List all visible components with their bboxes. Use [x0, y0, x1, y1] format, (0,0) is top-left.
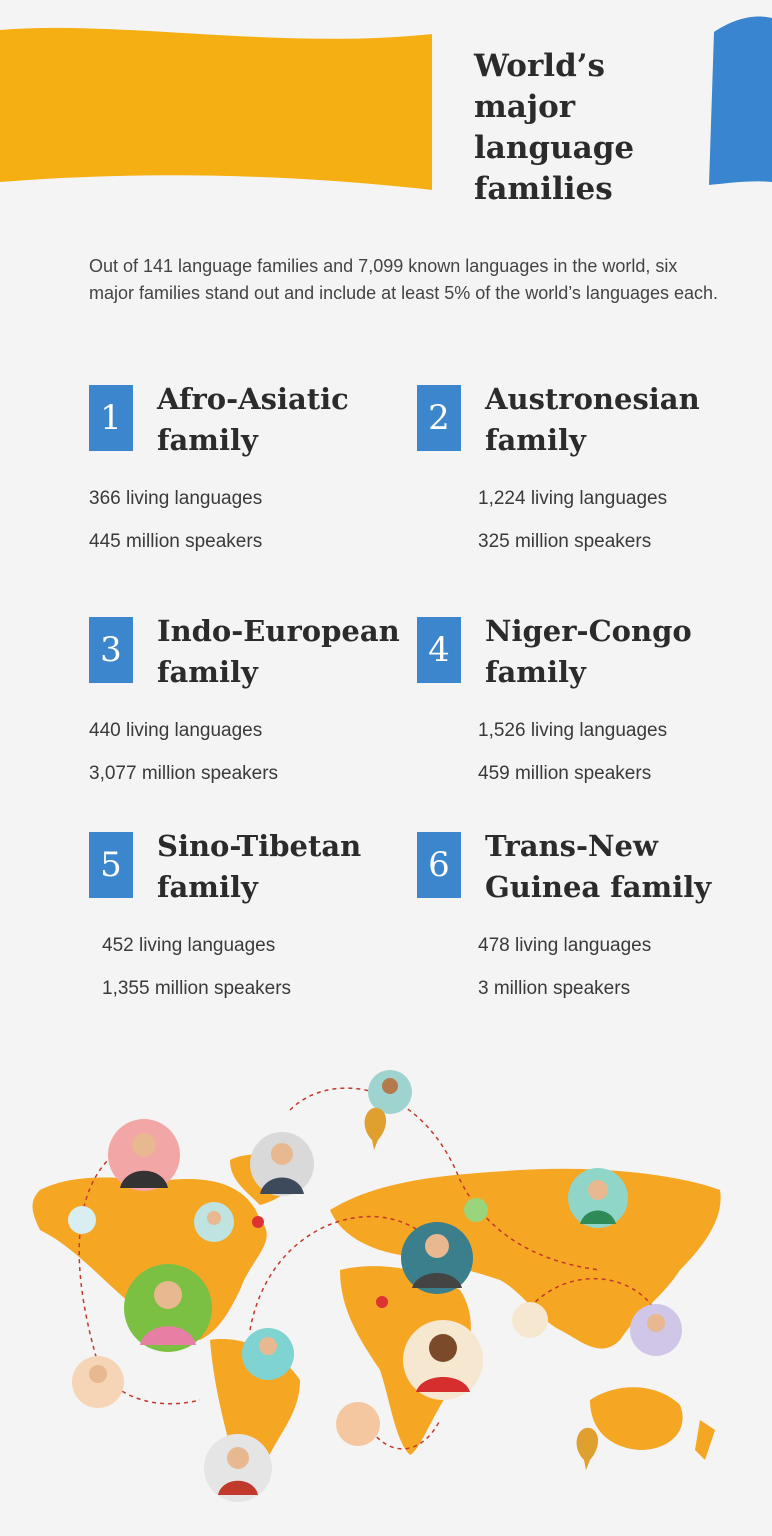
header-decoration	[0, 16, 772, 190]
family-number: 4	[417, 617, 461, 683]
speakers: 3,077 million speakers	[89, 763, 279, 784]
family-number: 5	[89, 832, 133, 898]
speakers: 459 million speakers	[478, 763, 652, 784]
blue-flag	[709, 16, 772, 185]
family-card: 4 Niger-Congo family 1,526 living language…	[417, 614, 737, 797]
speakers: 3 million speakers	[478, 978, 631, 999]
markers	[252, 1107, 599, 1470]
family-card: 1 Afro-Asiatic family 366 living languages…	[89, 382, 409, 565]
family-number: 2	[417, 385, 461, 451]
living-languages: 478 living languages	[478, 935, 652, 956]
yellow-banner	[0, 27, 432, 190]
intro: Out of 141 language families and 7,099 k…	[89, 256, 719, 303]
family-number: 1	[89, 385, 133, 451]
living-languages: 1,526 living languages	[478, 720, 668, 741]
family-name: Indo-European family	[157, 614, 400, 689]
living-languages: 1,224 living languages	[478, 488, 668, 509]
living-languages: 440 living languages	[89, 720, 263, 741]
world-map	[32, 1070, 721, 1502]
family-name: Trans-New Guinea family	[485, 829, 712, 904]
speakers: 1,355 million speakers	[102, 978, 292, 999]
family-card: 6 Trans-New Guinea family 478 living langu…	[417, 829, 737, 1012]
family-card: 5 Sino-Tibetan family 452 living languages…	[89, 829, 409, 1012]
family-number: 6	[417, 832, 461, 898]
avatars	[68, 1070, 682, 1502]
family-name: Austronesian family	[485, 382, 700, 457]
title: World’s major language families	[474, 48, 635, 207]
living-languages: 366 living languages	[89, 488, 263, 509]
family-number: 3	[89, 617, 133, 683]
speakers: 445 million speakers	[89, 531, 263, 552]
family-card: 3 Indo-European family 440 living language…	[89, 614, 409, 797]
living-languages: 452 living languages	[102, 935, 276, 956]
family-name: Afro-Asiatic family	[157, 382, 349, 457]
speakers: 325 million speakers	[478, 531, 652, 552]
family-card: 2 Austronesian family 1,224 living languag…	[417, 382, 737, 565]
family-name: Sino-Tibetan family	[157, 829, 362, 904]
family-name: Niger-Congo family	[485, 614, 692, 689]
